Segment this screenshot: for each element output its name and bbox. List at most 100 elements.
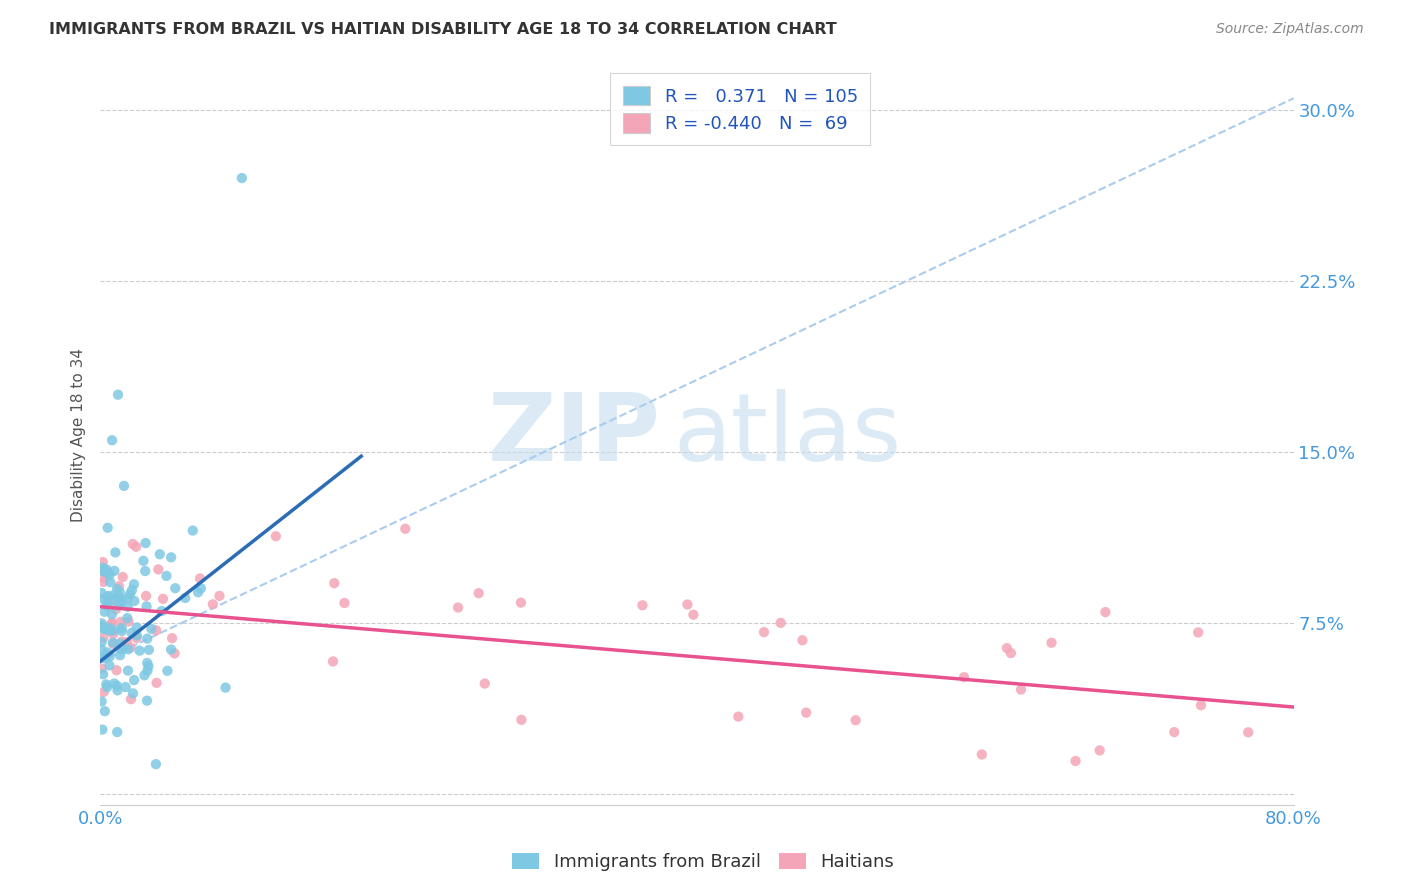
Point [135,536,157,550]
Point [676,598,699,612]
Point [93,685,115,699]
Point [117,591,139,605]
Point [107,591,129,605]
Point [156,664,179,678]
Point [91,619,114,633]
Point [96,645,118,659]
Point [845,713,868,727]
Point [136,664,159,678]
Point [90,616,112,631]
Point [97,590,120,604]
Point [174,591,197,605]
Point [163,646,186,660]
Point [474,676,496,690]
Point [108,637,131,651]
Point [91,622,114,636]
Point [97,566,120,580]
Point [94,622,117,636]
Point [105,663,128,677]
Point [1187,625,1209,640]
Point [103,637,125,651]
Point [103,564,125,578]
Point [111,642,134,657]
Point [264,529,287,543]
Point [509,596,531,610]
Point [117,615,139,629]
Point [111,570,134,584]
Point [141,622,163,636]
Point [98,568,121,582]
Point [90,642,112,657]
Point [94,704,117,718]
Point [96,599,118,613]
Point [727,709,749,723]
Point [121,626,143,640]
Point [1088,743,1111,757]
Point [111,634,134,648]
Point [1010,682,1032,697]
Point [90,620,112,634]
Point [100,624,122,639]
Point [110,595,132,609]
Point [752,625,775,640]
Point [187,585,209,599]
Point [90,662,112,676]
Point [110,615,132,629]
Point [104,602,127,616]
Point [96,648,118,663]
Point [794,706,817,720]
Point [110,593,132,607]
Point [792,633,814,648]
Point [103,676,125,690]
Point [96,595,118,609]
Point [93,565,115,579]
Point [96,563,118,577]
Point [105,725,128,739]
Point [111,624,134,638]
Point [104,594,127,608]
Point [117,611,139,625]
Point [108,579,131,593]
Point [108,585,131,599]
Text: ZIP: ZIP [488,389,661,481]
Point [136,694,159,708]
Point [91,555,114,569]
Point [160,642,183,657]
Point [682,607,704,622]
Point [1237,725,1260,739]
Point [105,582,128,596]
Point [98,621,121,635]
Point [90,694,112,708]
Point [104,545,127,559]
Point [107,683,129,698]
Point [136,656,159,670]
Point [128,643,150,657]
Point [333,596,356,610]
Point [90,586,112,600]
Point [101,635,124,649]
Point [108,648,131,663]
Point [323,576,346,591]
Point [138,643,160,657]
Point [152,591,174,606]
Point [160,631,183,645]
Point [1040,636,1063,650]
Point [97,521,120,535]
Point [93,605,115,619]
Point [148,562,170,576]
Point [107,590,129,604]
Point [190,582,212,596]
Point [90,650,112,665]
Point [120,587,142,601]
Point [91,563,114,577]
Point [96,680,118,694]
Point [125,540,148,554]
Point [135,589,157,603]
Point [145,624,167,638]
Legend: Immigrants from Brazil, Haitians: Immigrants from Brazil, Haitians [505,846,901,879]
Point [145,757,167,772]
Point [117,642,139,657]
Point [160,550,183,565]
Point [120,692,142,706]
Point [120,640,142,655]
